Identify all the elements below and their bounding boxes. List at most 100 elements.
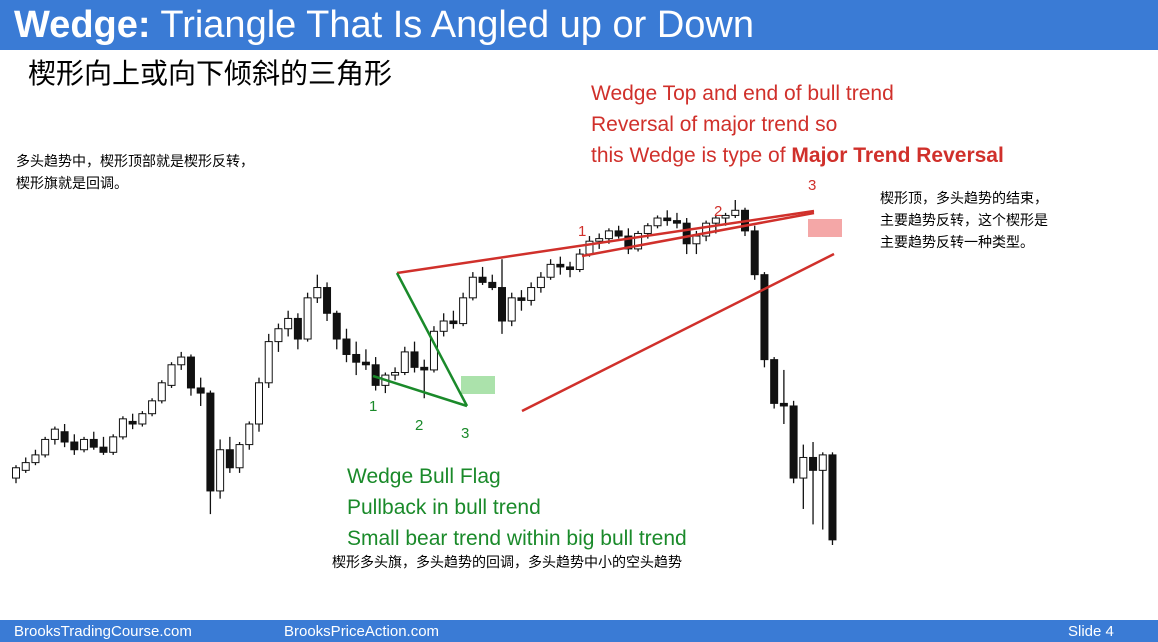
candle-body bbox=[507, 297, 516, 322]
candle-body bbox=[118, 418, 127, 438]
note-right-line: 主要趋势反转，这个楔形是 bbox=[880, 213, 1048, 229]
slide-title-bold: Wedge: bbox=[14, 4, 151, 46]
candle-body bbox=[498, 287, 506, 322]
candle-body bbox=[556, 263, 565, 268]
red-annotation-line: Reversal of major trend so bbox=[591, 113, 838, 136]
candle-body bbox=[41, 438, 50, 456]
candle-body bbox=[818, 454, 827, 471]
candle-body bbox=[206, 392, 215, 492]
candle-body bbox=[692, 235, 701, 245]
candle-body bbox=[361, 361, 370, 366]
wedge-top-push-label: 1 bbox=[578, 223, 586, 240]
red-annotation-line: this Wedge is type of Major Trend Revers… bbox=[591, 140, 1004, 171]
candle-body bbox=[293, 317, 302, 340]
candle-body bbox=[682, 222, 691, 245]
candle-body bbox=[566, 266, 575, 271]
candle-body bbox=[371, 364, 380, 386]
candle-body bbox=[21, 462, 30, 471]
candle-body bbox=[148, 400, 157, 415]
candle-body bbox=[517, 297, 526, 301]
candle-body bbox=[128, 420, 137, 425]
footer-link-price-action[interactable]: BrooksPriceAction.com bbox=[284, 623, 440, 640]
slide-subtitle-cn: 楔形向上或向下倾斜的三角形 bbox=[28, 57, 393, 90]
candle-body bbox=[604, 230, 613, 240]
candle-body bbox=[157, 382, 166, 402]
candle-body bbox=[167, 364, 176, 386]
candle-body bbox=[109, 436, 118, 453]
candle-body bbox=[799, 456, 808, 479]
candle-body bbox=[352, 353, 361, 363]
candle-body bbox=[216, 449, 225, 492]
candle-body bbox=[235, 444, 244, 469]
candle-body bbox=[702, 222, 711, 237]
candle-body bbox=[789, 405, 798, 479]
candle-body bbox=[255, 382, 263, 425]
red-annotation-prefix: this Wedge is type of bbox=[591, 144, 792, 167]
candle-body bbox=[634, 232, 643, 250]
candle-body bbox=[332, 312, 341, 340]
candle-body bbox=[575, 253, 584, 271]
candle-body bbox=[624, 235, 633, 250]
candle-body bbox=[731, 209, 740, 216]
candle-body bbox=[323, 287, 332, 314]
candle-body bbox=[478, 276, 487, 283]
slide-footer: BrooksTradingCourse.com BrooksPriceActio… bbox=[0, 620, 1158, 642]
candle-body bbox=[770, 359, 779, 404]
candle-body bbox=[99, 446, 108, 453]
candle-body bbox=[303, 297, 312, 340]
wedge-flag-line-lower bbox=[372, 374, 468, 408]
candle-body bbox=[138, 413, 147, 425]
candle-body bbox=[31, 454, 40, 464]
candles-group bbox=[12, 200, 837, 545]
wedge-top-line-lower bbox=[521, 252, 835, 413]
candle-body bbox=[653, 217, 662, 227]
candle-body bbox=[449, 320, 458, 325]
note-left-line: 楔形旗就是回调。 bbox=[16, 176, 128, 192]
candle-body bbox=[400, 351, 409, 373]
green-annotation-line: Small bear trend within big bull trend bbox=[347, 527, 687, 550]
slide-header bbox=[0, 0, 1158, 50]
wedge-flag-push-label: 3 bbox=[461, 425, 469, 442]
candle-body bbox=[225, 449, 234, 469]
wedge-top-push-label: 3 bbox=[808, 177, 816, 194]
wedge-top-line-upper bbox=[581, 211, 815, 258]
candle-body bbox=[391, 372, 400, 376]
candle-body bbox=[595, 238, 604, 242]
candle-body bbox=[536, 276, 545, 289]
note-right: 楔形顶，多头趋势的结束， 主要趋势反转，这个楔形是 主要趋势反转一种类型。 bbox=[880, 188, 1048, 254]
footer-link-trading-course[interactable]: BrooksTradingCourse.com bbox=[14, 623, 192, 640]
note-left-line: 多头趋势中，楔形顶部就是楔形反转， bbox=[16, 154, 254, 170]
highlight-wedge-top bbox=[808, 219, 842, 237]
candle-body bbox=[196, 387, 205, 394]
candle-body bbox=[439, 320, 448, 332]
candle-body bbox=[313, 287, 322, 299]
candle-body bbox=[468, 276, 477, 299]
candle-body bbox=[779, 402, 788, 407]
candle-body bbox=[410, 351, 419, 368]
candle-body bbox=[420, 366, 429, 371]
candle-body bbox=[342, 338, 351, 355]
highlight-wedge-flag bbox=[461, 376, 495, 394]
candle-body bbox=[643, 225, 652, 234]
slide-title: Wedge: Triangle That Is Angled up or Dow… bbox=[14, 2, 754, 48]
candle-body bbox=[245, 423, 254, 446]
candle-body bbox=[721, 214, 730, 219]
note-right-line: 主要趋势反转一种类型。 bbox=[880, 235, 1034, 251]
candle-body bbox=[828, 454, 837, 541]
slide-number: Slide 4 bbox=[1068, 623, 1114, 640]
green-annotation-line: Pullback in bull trend bbox=[347, 496, 541, 519]
note-right-line: 楔形顶，多头趋势的结束， bbox=[880, 191, 1048, 207]
candle-body bbox=[663, 217, 672, 222]
slide-title-rest: Triangle That Is Angled up or Down bbox=[150, 4, 754, 46]
candle-body bbox=[89, 438, 98, 448]
candle-body bbox=[50, 428, 59, 440]
candle-body bbox=[672, 220, 681, 224]
candle-body bbox=[527, 287, 536, 301]
wedge-top-push-label: 2 bbox=[714, 203, 722, 220]
candle-body bbox=[274, 328, 283, 343]
wedge-flag-push-label: 1 bbox=[369, 398, 377, 415]
candle-body bbox=[186, 356, 195, 389]
candle-body bbox=[760, 274, 769, 361]
red-annotation-line: Wedge Top and end of bull trend bbox=[591, 82, 894, 105]
